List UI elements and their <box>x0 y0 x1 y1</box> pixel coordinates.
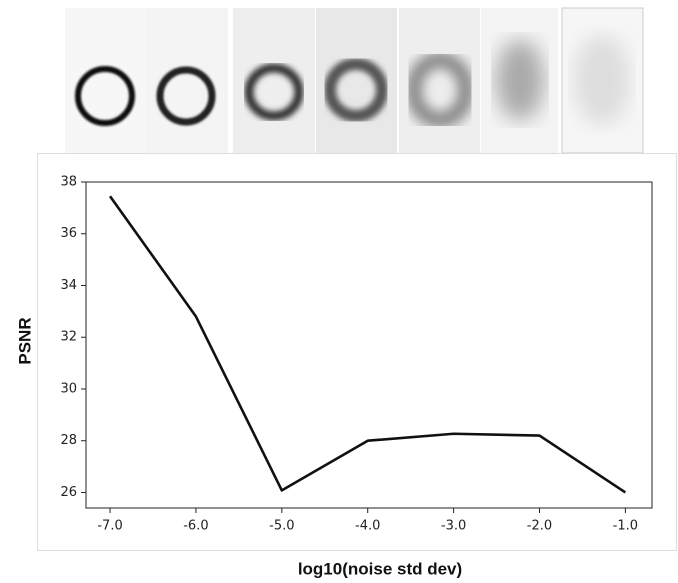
ring <box>156 66 216 126</box>
blob <box>406 52 474 128</box>
blob <box>324 58 388 122</box>
x-axis-title: log10(noise std dev) <box>298 559 462 578</box>
thumbnail <box>233 8 315 153</box>
ring <box>75 66 135 126</box>
x-tick-label: -7.0 <box>97 519 122 534</box>
y-tick-label: 30 <box>60 381 77 396</box>
y-tick-label: 32 <box>60 330 77 345</box>
x-tick-label: -5.0 <box>269 519 294 534</box>
chart-panel <box>37 153 677 551</box>
y-axis-title: PSNR <box>15 317 34 364</box>
x-tick-label: -1.0 <box>613 519 638 534</box>
blob <box>496 40 544 120</box>
y-tick-label: 38 <box>60 175 77 190</box>
thumbnail <box>147 8 228 153</box>
y-tick-label: 28 <box>60 433 77 448</box>
plot-frame <box>85 181 653 509</box>
thumbnails <box>65 7 644 154</box>
x-tick-label: -2.0 <box>527 519 552 534</box>
blob <box>574 35 630 125</box>
x-tick-label: -4.0 <box>355 519 380 534</box>
x-tick-label: -3.0 <box>441 519 466 534</box>
ring <box>244 63 304 121</box>
y-tick-label: 34 <box>60 278 77 293</box>
data-line <box>108 195 627 494</box>
x-tick-label: -6.0 <box>183 519 208 534</box>
y-tick-label: 26 <box>60 485 77 500</box>
thumbnail <box>65 8 147 153</box>
y-tick-label: 36 <box>60 226 77 241</box>
